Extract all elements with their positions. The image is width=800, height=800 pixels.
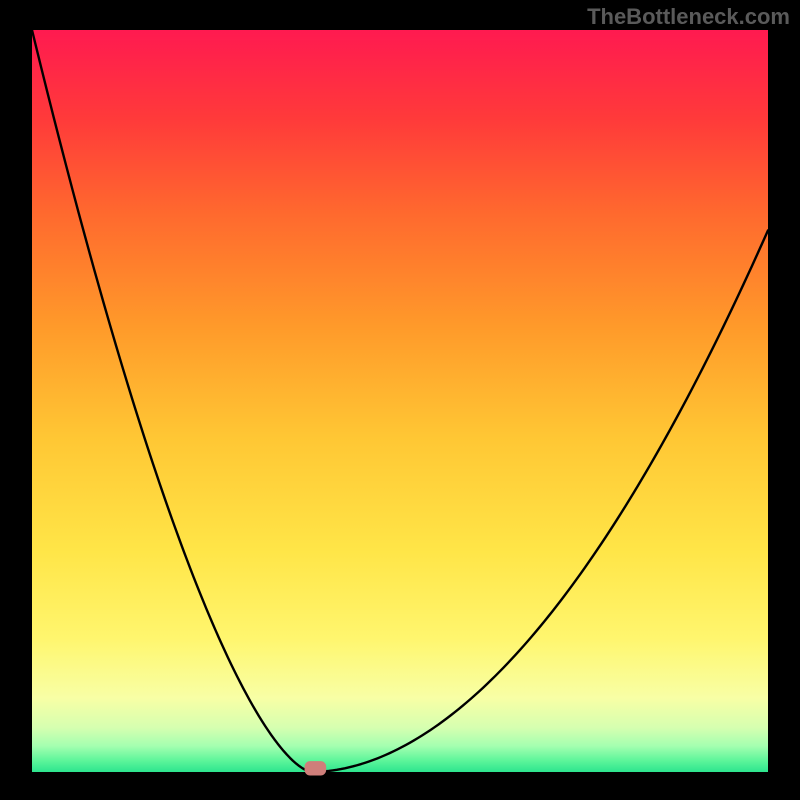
gradient-background [32,30,768,772]
bottleneck-chart [0,0,800,800]
optimum-marker [305,762,326,775]
watermark-text: TheBottleneck.com [587,4,790,30]
chart-container: { "watermark": { "text": "TheBottleneck.… [0,0,800,800]
